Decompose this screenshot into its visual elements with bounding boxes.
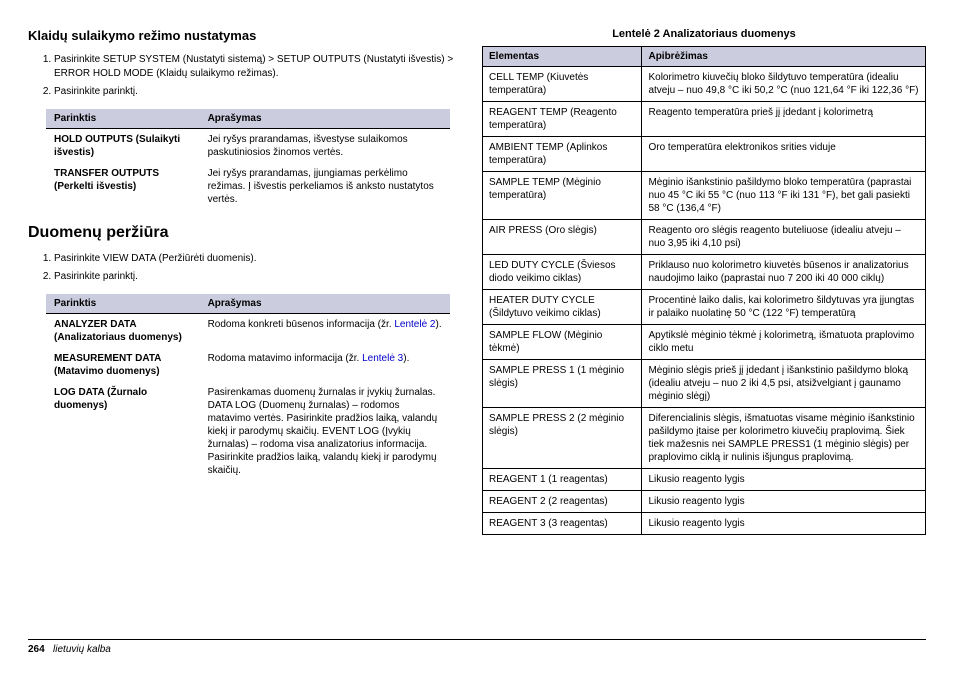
- element-name: SAMPLE PRESS 1 (1 mėginio slėgis): [483, 360, 642, 408]
- step-item: Pasirinkite SETUP SYSTEM (Nustatyti sist…: [54, 53, 458, 80]
- element-definition: Likusio reagento lygis: [642, 469, 926, 491]
- page-number: 264: [28, 644, 45, 655]
- table-header: Elementas: [483, 47, 642, 67]
- table-row: HOLD OUTPUTS (Sulaikyti išvestis) Jei ry…: [46, 128, 450, 163]
- table-row: SAMPLE PRESS 1 (1 mėginio slėgis)Mėginio…: [483, 360, 926, 408]
- element-name: REAGENT 1 (1 reagentas): [483, 469, 642, 491]
- table-row: REAGENT 3 (3 reagentas)Likusio reagento …: [483, 513, 926, 535]
- option-name: ANALYZER DATA (Analizatoriaus duomenys): [46, 313, 200, 348]
- table-row: SAMPLE PRESS 2 (2 mėginio slėgis)Diferen…: [483, 408, 926, 469]
- element-definition: Reagento temperatūra prieš jį įdedant į …: [642, 102, 926, 137]
- heading-data-review: Duomenų peržiūra: [28, 224, 458, 242]
- steps-data-review: Pasirinkite VIEW DATA (Peržiūrėti duomen…: [54, 252, 458, 284]
- element-name: REAGENT 3 (3 reagentas): [483, 513, 642, 535]
- table-analyzer-data: Elementas Apibrėžimas CELL TEMP (Kiuvetė…: [482, 46, 926, 535]
- step-item: Pasirinkite VIEW DATA (Peržiūrėti duomen…: [54, 252, 458, 266]
- desc-text: Rodoma matavimo informacija (žr.: [208, 353, 363, 364]
- option-name: TRANSFER OUTPUTS (Perkelti išvestis): [46, 163, 200, 210]
- desc-text: Rodoma konkreti būsenos informacija (žr.: [208, 319, 395, 330]
- element-name: REAGENT 2 (2 reagentas): [483, 491, 642, 513]
- page-footer: 264 lietuvių kalba: [28, 639, 926, 655]
- element-name: REAGENT TEMP (Reagento temperatūra): [483, 102, 642, 137]
- element-name: HEATER DUTY CYCLE (Šildytuvo veikimo cik…: [483, 290, 642, 325]
- element-definition: Apytikslė mėginio tėkmė į kolorimetrą, i…: [642, 325, 926, 360]
- table-row: SAMPLE FLOW (Mėginio tėkmė)Apytikslė mėg…: [483, 325, 926, 360]
- table-row: REAGENT TEMP (Reagento temperatūra)Reage…: [483, 102, 926, 137]
- desc-text: ).: [435, 319, 441, 330]
- table-row: CELL TEMP (Kiuvetės temperatūra)Kolorime…: [483, 67, 926, 102]
- footer-language: lietuvių kalba: [53, 644, 111, 655]
- link-table3[interactable]: Lentelė 3: [362, 353, 403, 364]
- table-row: SAMPLE TEMP (Mėginio temperatūra)Mėginio…: [483, 172, 926, 220]
- step-item: Pasirinkite parinktį.: [54, 270, 458, 284]
- element-definition: Oro temperatūra elektronikos srities vid…: [642, 137, 926, 172]
- table-row: REAGENT 1 (1 reagentas)Likusio reagento …: [483, 469, 926, 491]
- heading-error-hold: Klaidų sulaikymo režimo nustatymas: [28, 28, 458, 43]
- table-header: Apibrėžimas: [642, 47, 926, 67]
- option-name: HOLD OUTPUTS (Sulaikyti išvestis): [46, 128, 200, 163]
- table-header: Parinktis: [46, 294, 200, 314]
- element-definition: Procentinė laiko dalis, kai kolorimetro …: [642, 290, 926, 325]
- element-definition: Mėginio išankstinio pašildymo bloko temp…: [642, 172, 926, 220]
- table-row: LED DUTY CYCLE (Šviesos diodo veikimo ci…: [483, 255, 926, 290]
- element-definition: Mėginio slėgis prieš jį įdedant į išanks…: [642, 360, 926, 408]
- option-desc: Rodoma konkreti būsenos informacija (žr.…: [200, 313, 451, 348]
- element-name: SAMPLE TEMP (Mėginio temperatūra): [483, 172, 642, 220]
- page-layout: Klaidų sulaikymo režimo nustatymas Pasir…: [0, 0, 954, 633]
- element-name: SAMPLE FLOW (Mėginio tėkmė): [483, 325, 642, 360]
- element-definition: Reagento oro slėgis reagento buteliuose …: [642, 220, 926, 255]
- option-name: LOG DATA (Žurnalo duomenys): [46, 382, 200, 481]
- desc-text: ).: [403, 353, 409, 364]
- element-definition: Priklauso nuo kolorimetro kiuvetės būsen…: [642, 255, 926, 290]
- element-definition: Likusio reagento lygis: [642, 491, 926, 513]
- table-row: ANALYZER DATA (Analizatoriaus duomenys) …: [46, 313, 450, 348]
- table-error-hold-options: Parinktis Aprašymas HOLD OUTPUTS (Sulaik…: [46, 109, 450, 210]
- table-row: MEASUREMENT DATA (Matavimo duomenys) Rod…: [46, 348, 450, 382]
- element-name: AIR PRESS (Oro slėgis): [483, 220, 642, 255]
- element-name: LED DUTY CYCLE (Šviesos diodo veikimo ci…: [483, 255, 642, 290]
- element-name: SAMPLE PRESS 2 (2 mėginio slėgis): [483, 408, 642, 469]
- right-column: Lentelė 2 Analizatoriaus duomenys Elemen…: [482, 28, 926, 633]
- step-item: Pasirinkite parinktį.: [54, 85, 458, 99]
- table-row: TRANSFER OUTPUTS (Perkelti išvestis) Jei…: [46, 163, 450, 210]
- element-definition: Likusio reagento lygis: [642, 513, 926, 535]
- left-column: Klaidų sulaikymo režimo nustatymas Pasir…: [28, 28, 458, 633]
- element-name: CELL TEMP (Kiuvetės temperatūra): [483, 67, 642, 102]
- steps-error-hold: Pasirinkite SETUP SYSTEM (Nustatyti sist…: [54, 53, 458, 99]
- table-header: Aprašymas: [200, 294, 451, 314]
- element-definition: Diferencialinis slėgis, išmatuotas visam…: [642, 408, 926, 469]
- table-row: LOG DATA (Žurnalo duomenys) Pasirenkamas…: [46, 382, 450, 481]
- table-row: HEATER DUTY CYCLE (Šildytuvo veikimo cik…: [483, 290, 926, 325]
- link-table2[interactable]: Lentelė 2: [394, 319, 435, 330]
- option-desc: Jei ryšys prarandamas, įjungiamas perkėl…: [200, 163, 451, 210]
- table-data-review-options: Parinktis Aprašymas ANALYZER DATA (Anali…: [46, 294, 450, 481]
- table-header: Aprašymas: [200, 109, 451, 129]
- option-desc: Rodoma matavimo informacija (žr. Lentelė…: [200, 348, 451, 382]
- table2-caption: Lentelė 2 Analizatoriaus duomenys: [482, 28, 926, 40]
- table-row: AMBIENT TEMP (Aplinkos temperatūra)Oro t…: [483, 137, 926, 172]
- option-name: MEASUREMENT DATA (Matavimo duomenys): [46, 348, 200, 382]
- option-desc: Jei ryšys prarandamas, išvestyse sulaiko…: [200, 128, 451, 163]
- table-row: REAGENT 2 (2 reagentas)Likusio reagento …: [483, 491, 926, 513]
- element-name: AMBIENT TEMP (Aplinkos temperatūra): [483, 137, 642, 172]
- table-row: AIR PRESS (Oro slėgis)Reagento oro slėgi…: [483, 220, 926, 255]
- option-desc: Pasirenkamas duomenų žurnalas ir įvykių …: [200, 382, 451, 481]
- table-header: Parinktis: [46, 109, 200, 129]
- element-definition: Kolorimetro kiuvečių bloko šildytuvo tem…: [642, 67, 926, 102]
